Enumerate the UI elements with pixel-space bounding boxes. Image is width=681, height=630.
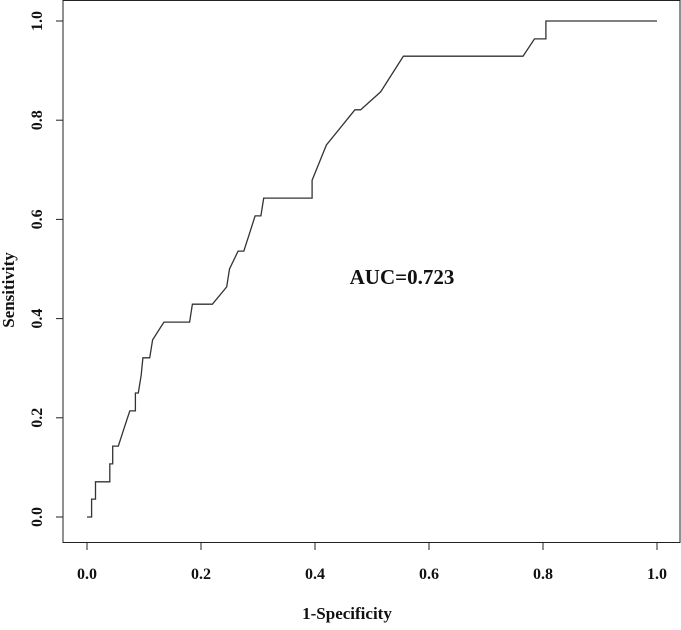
y-tick-label: 0.2	[29, 408, 46, 428]
x-tick-label: 1.0	[647, 566, 667, 583]
y-tick-label: 0.6	[29, 209, 46, 229]
x-tick-label: 0.4	[305, 566, 325, 583]
y-tick-label: 0.0	[29, 507, 46, 527]
x-axis-title: 1-Specificity	[302, 604, 392, 623]
x-tick-label: 0.8	[533, 566, 553, 583]
x-axis: 0.0 0.2 0.4 0.6 0.8 1.0	[77, 542, 667, 583]
y-axis-title: Sensitivity	[0, 252, 18, 328]
y-tick-label: 0.8	[29, 110, 46, 130]
y-tick-label: 1.0	[29, 11, 46, 31]
x-tick-label: 0.0	[77, 566, 97, 583]
x-tick-label: 0.6	[419, 566, 439, 583]
roc-curve	[87, 20, 657, 518]
x-tick-label: 0.2	[191, 566, 211, 583]
y-tick-label: 0.4	[29, 309, 46, 329]
y-axis: 0.0 0.2 0.4 0.6 0.8 1.0	[29, 11, 64, 527]
auc-annotation: AUC=0.723	[350, 265, 455, 289]
